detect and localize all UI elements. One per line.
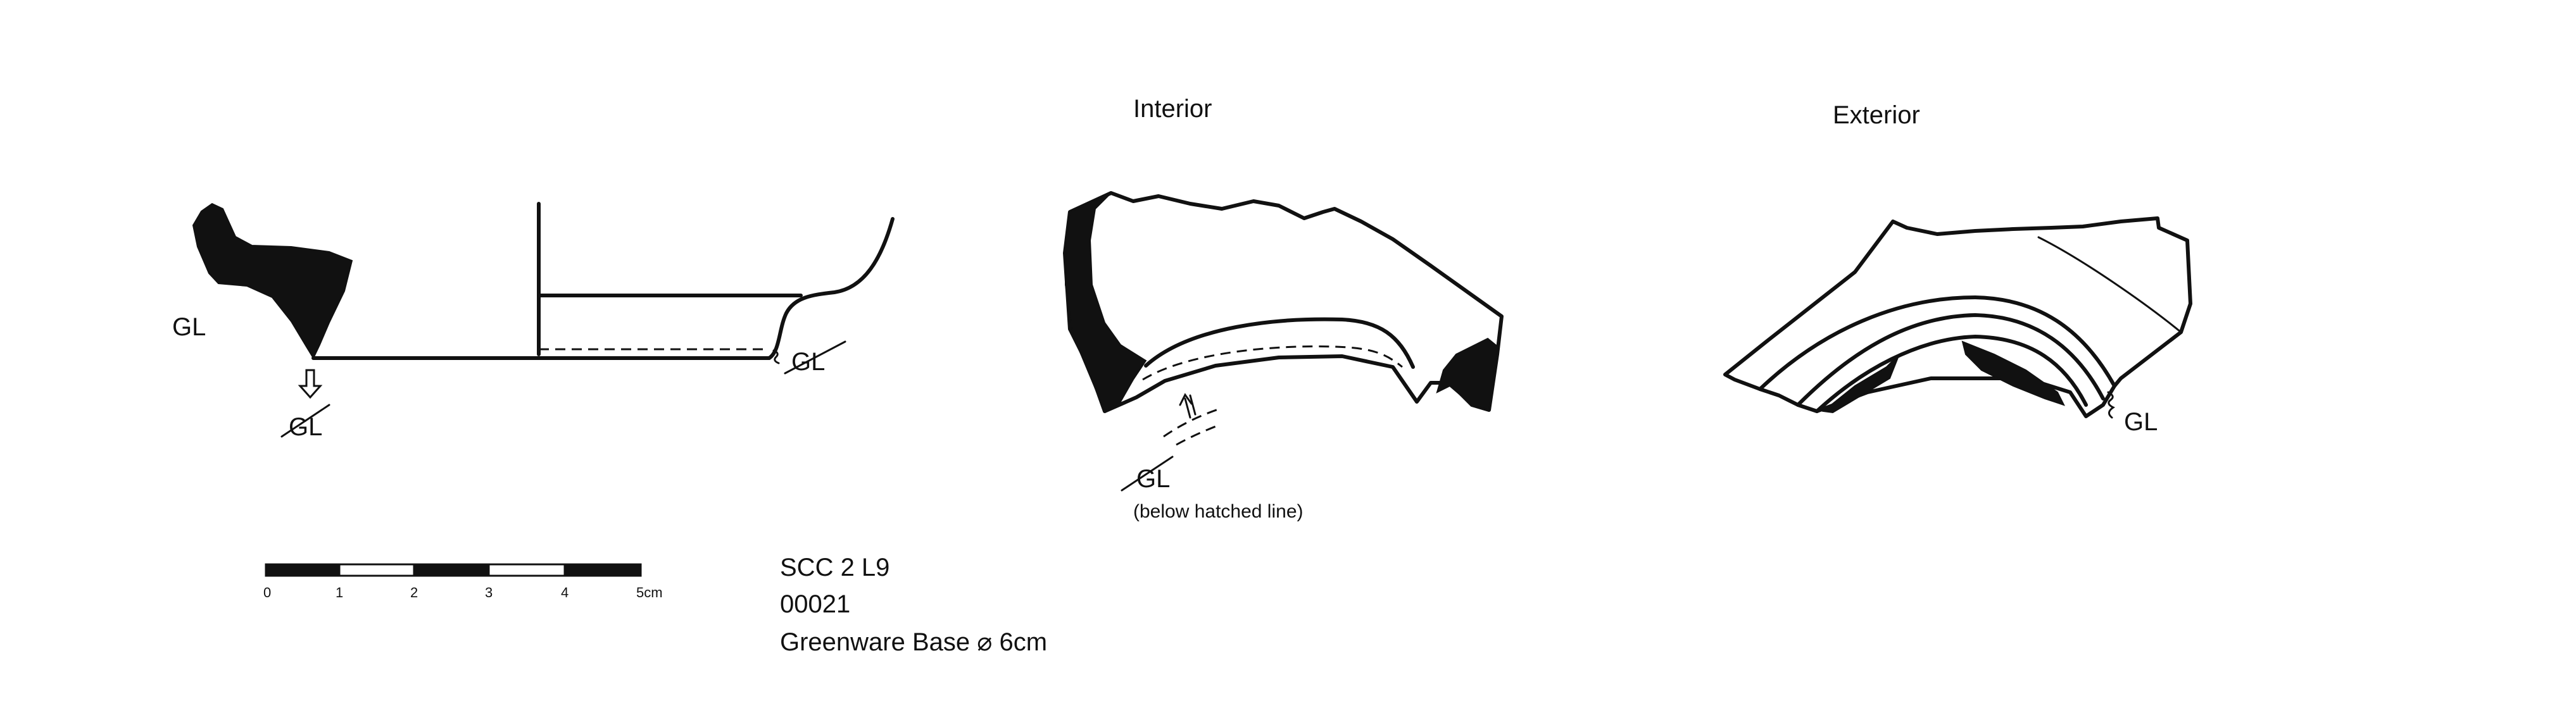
- interior-left-section: [1064, 192, 1147, 413]
- gl-bottom-strike: [280, 404, 330, 438]
- gl-bottom-label: GL: [289, 413, 322, 441]
- interior-glaze-dashed-mark-2: [1176, 424, 1219, 446]
- exterior-dark-fill-right: [1961, 340, 2065, 406]
- exterior-view: Exterior GL: [1723, 101, 2192, 436]
- exterior-arc-middle: [1796, 313, 2105, 407]
- profile-drawing: GL GL GL: [172, 202, 895, 441]
- caption-site: SCC 2 L9: [780, 554, 889, 581]
- scale-tick-2: 2: [410, 585, 418, 600]
- scale-tick-5: 5cm: [636, 585, 663, 600]
- interior-glaze-dashed-mark: [1163, 407, 1222, 438]
- interior-view: Interior GL (below hatched line): [1063, 95, 1504, 522]
- interior-glaze-dashed-arc: [1142, 345, 1403, 381]
- exterior-break-line: [2037, 236, 2182, 333]
- scale-tick-4: 4: [561, 585, 569, 600]
- exterior-arc-outer: [1758, 295, 2116, 391]
- profile-outer-curve: [767, 217, 895, 360]
- exterior-title: Exterior: [1833, 101, 1920, 129]
- profile-section: [192, 202, 353, 360]
- interior-note: (below hatched line): [1133, 501, 1304, 522]
- exterior-glaze-marker: [2107, 391, 2115, 419]
- exterior-dark-fill-left: [1821, 354, 1900, 414]
- interior-right-section: [1436, 337, 1499, 411]
- exterior-gl-label: GL: [2124, 408, 2158, 436]
- caption-number: 00021: [780, 590, 850, 618]
- scale-tick-3: 3: [485, 585, 493, 600]
- interior-glaze-arrow-icon: [1179, 393, 1197, 419]
- gl-right-strike: [784, 340, 846, 375]
- scale-tick-1: 1: [336, 585, 343, 600]
- caption: SCC 2 L9 00021 Greenware Base ⌀ 6cm: [780, 554, 1047, 656]
- caption-description: Greenware Base ⌀ 6cm: [780, 628, 1047, 656]
- exterior-arc-inner: [1815, 335, 2088, 413]
- profile-arrow-icon: [298, 369, 323, 399]
- gl-left-label: GL: [172, 313, 206, 341]
- scale-seg-3: [413, 563, 490, 577]
- interior-inner-arc: [1144, 317, 1415, 369]
- scale-bar: 0 1 2 3 4 5cm: [263, 563, 663, 600]
- scale-seg-5: [563, 563, 642, 577]
- interior-gl-strike: [1121, 456, 1174, 492]
- scale-seg-1: [265, 563, 341, 577]
- scale-seg-4: [487, 563, 566, 577]
- scale-tick-0: 0: [263, 585, 271, 600]
- profile-glaze-marker: [772, 349, 780, 364]
- interior-title: Interior: [1133, 95, 1212, 123]
- scale-seg-2: [338, 563, 415, 577]
